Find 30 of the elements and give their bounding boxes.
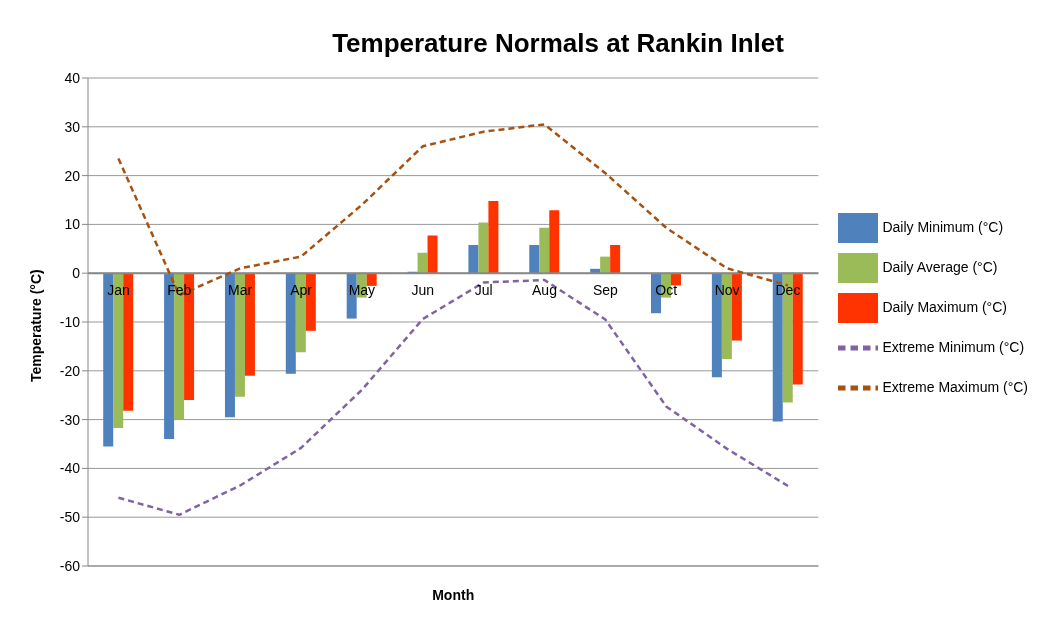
y-tick-label: -60: [59, 557, 81, 574]
x-tick-label: Sep: [592, 282, 619, 299]
x-tick-label: Jan: [107, 282, 130, 299]
chart-title: Temperature Normals at Rankin Inlet: [331, 28, 785, 59]
legend-label: Extreme Maximum (°C): [882, 378, 1028, 395]
y-tick-label: 30: [64, 118, 81, 135]
x-tick-label: Aug: [532, 282, 557, 299]
y-axis-title: Temperature (°C): [27, 269, 44, 382]
x-tick-label: Mar: [228, 282, 253, 299]
legend-label: Daily Minimum (°C): [882, 218, 1004, 235]
legend-label: Daily Average (°C): [882, 258, 998, 275]
x-tick-label: Dec: [775, 282, 801, 299]
x-tick-label: Jul: [474, 282, 493, 299]
y-tick-label: 10: [64, 216, 81, 233]
x-axis-title: Month: [432, 587, 475, 603]
x-tick-label: May: [348, 282, 376, 299]
y-tick-label: -20: [59, 362, 81, 379]
x-tick-label: Oct: [655, 282, 678, 299]
y-tick-label: 20: [64, 167, 81, 184]
y-tick-label: -10: [59, 313, 81, 330]
x-tick-label: Apr: [290, 282, 313, 299]
legend-label: Daily Maximum (°C): [882, 298, 1007, 315]
x-tick-label: Jun: [411, 282, 435, 299]
x-tick-label: Nov: [714, 282, 740, 299]
y-tick-label: -40: [59, 460, 81, 477]
y-tick-label: 0: [72, 265, 81, 282]
legend-label: Extreme Minimum (°C): [882, 338, 1025, 355]
y-tick-label: -50: [59, 509, 81, 526]
y-tick-label: 40: [64, 69, 81, 86]
y-tick-label: -30: [59, 411, 81, 428]
